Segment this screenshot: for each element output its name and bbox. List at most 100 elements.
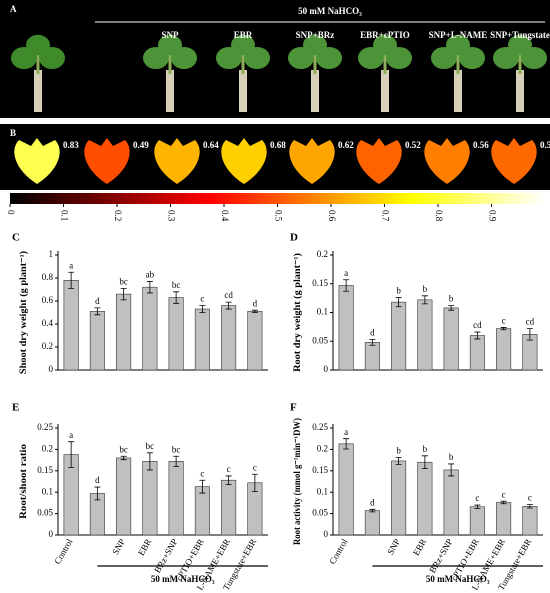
x-tick-label: Control — [327, 537, 350, 566]
y-tick-label: 0.4 — [42, 318, 54, 328]
y-tick-label: 0.15 — [37, 465, 53, 475]
error-bar — [225, 301, 232, 310]
error-bar — [173, 291, 180, 304]
panel-letter: E — [12, 402, 19, 414]
significance-letter: bc — [119, 444, 128, 454]
significance-letter: d — [95, 475, 100, 485]
x-tick-label: Control — [52, 537, 75, 566]
plant-stem — [518, 52, 522, 74]
bar — [168, 461, 184, 536]
bar — [338, 285, 354, 371]
plant-leaf — [508, 34, 532, 56]
y-tick-label: 1 — [49, 249, 54, 259]
y-tick-label: 0.1 — [317, 486, 328, 496]
significance-letter: a — [69, 430, 73, 440]
leaf-value: 0.56 — [473, 140, 489, 150]
colorbar-label: 0.3 — [166, 210, 176, 222]
significance-letter: c — [502, 489, 506, 499]
error-bar — [251, 309, 258, 313]
significance-letter: d — [370, 328, 375, 338]
y-tick-label: 0.25 — [312, 422, 328, 432]
group-label: 50 mM NaHCO₃ — [426, 574, 490, 584]
error-bar — [68, 441, 75, 468]
bar — [417, 299, 433, 371]
group-label: 50 mM NaHCO₃ — [298, 6, 362, 16]
plant-leaf — [26, 34, 50, 56]
error-bar — [199, 479, 206, 494]
colorbar-label: 0.5 — [273, 210, 283, 222]
significance-letter: c — [502, 316, 506, 326]
y-tick-label: 0.1 — [317, 307, 328, 317]
x-tick-label: SNP — [110, 537, 127, 556]
panel-letter: C — [12, 232, 20, 244]
y-tick-label: 0.05 — [312, 508, 328, 518]
plant-root — [516, 70, 524, 112]
y-tick-label: 0.25 — [37, 422, 53, 432]
error-bar — [369, 508, 376, 513]
significance-letter: a — [69, 260, 73, 270]
x-tick-label: BRz+SNP — [152, 537, 179, 575]
leaf — [84, 138, 130, 184]
error-bar — [94, 307, 101, 316]
error-bar — [120, 287, 127, 301]
significance-letter: a — [344, 427, 348, 437]
colorbar-label: 0.6 — [327, 210, 337, 222]
y-tick-label: 0 — [324, 529, 329, 539]
error-bar — [146, 452, 153, 471]
bar — [89, 311, 105, 371]
significance-letter: c — [200, 468, 204, 478]
y-axis-label: Shoot dry weight (g plant⁻¹) — [18, 251, 28, 374]
error-bar — [500, 500, 507, 505]
bar — [116, 457, 132, 536]
colorbar-label: 0.7 — [380, 210, 390, 222]
error-bar — [474, 504, 481, 509]
leaf-value: 0.68 — [270, 140, 286, 150]
error-bar — [395, 457, 402, 465]
error-bar — [526, 504, 533, 509]
bar — [443, 307, 459, 371]
plant-leaf — [303, 34, 327, 56]
error-bar — [343, 279, 350, 292]
plant-stem — [313, 52, 317, 74]
error-bar — [94, 486, 101, 501]
plant-leaf — [231, 34, 255, 56]
significance-letter: cd — [224, 290, 233, 300]
treatment-label: SNP — [161, 30, 179, 40]
plant-root — [454, 70, 462, 112]
leaf — [491, 138, 537, 184]
plant-root — [34, 70, 42, 112]
y-axis-label: Root/shoot ratio — [18, 444, 28, 519]
significance-letter: c — [253, 462, 257, 472]
panel-letter: F — [290, 402, 297, 414]
y-axis-label: Root activity (mmol g⁻¹min⁻¹DW) — [292, 418, 302, 545]
panel-letter: A — [10, 4, 17, 14]
significance-letter: d — [253, 298, 258, 308]
error-bar — [251, 473, 258, 492]
plant-stem — [168, 52, 172, 74]
y-tick-label: 0.8 — [42, 272, 54, 282]
plant-leaf — [158, 34, 182, 56]
treatment-label: SNP+L-NAME — [429, 30, 488, 40]
y-tick-label: 0.2 — [42, 443, 53, 453]
bar — [194, 486, 210, 536]
plant-root — [239, 70, 247, 112]
error-bar — [421, 455, 428, 470]
x-tick-label: BRz+SNP — [427, 537, 454, 575]
error-bar — [474, 331, 481, 340]
significance-letter: c — [200, 294, 204, 304]
leaf — [14, 138, 60, 184]
bar — [417, 461, 433, 536]
treatment-label: SNP+BRz — [296, 30, 335, 40]
error-bar — [448, 305, 455, 311]
error-bar — [500, 327, 507, 331]
significance-letter: d — [370, 497, 375, 507]
bar — [194, 308, 210, 371]
significance-letter: d — [95, 296, 100, 306]
y-tick-label: 0 — [324, 364, 329, 374]
bar — [63, 279, 79, 371]
panel-letter: B — [10, 128, 16, 138]
significance-letter: cd — [473, 320, 482, 330]
error-bar — [173, 455, 180, 467]
error-bar — [448, 463, 455, 477]
plant-stem — [241, 52, 245, 74]
